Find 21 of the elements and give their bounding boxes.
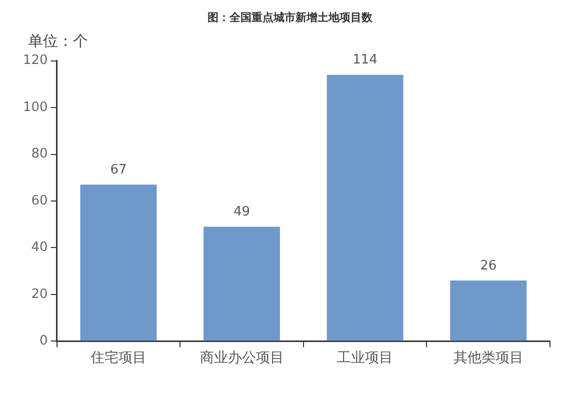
x-tick-label: 商业办公项目 — [200, 350, 284, 366]
y-tick-label: 40 — [31, 240, 48, 256]
bar — [450, 280, 527, 341]
y-axis-title: 单位：个 — [28, 32, 88, 51]
y-tick-label: 60 — [31, 193, 48, 208]
x-tick-label: 其他类项目 — [453, 350, 524, 366]
y-tick-label: 0 — [40, 334, 48, 349]
data-label: 49 — [233, 204, 250, 220]
y-tick-label: 120 — [22, 53, 48, 68]
y-tick-label: 100 — [22, 100, 48, 115]
y-tick-label: 20 — [31, 286, 48, 302]
bar — [326, 74, 404, 341]
x-tick-label: 住宅项目 — [89, 350, 146, 366]
bar — [80, 184, 157, 341]
y-tick-label: 80 — [31, 146, 48, 162]
x-tick-label: 工业项目 — [337, 350, 394, 366]
data-label: 67 — [110, 162, 127, 178]
data-label: 26 — [480, 258, 497, 274]
bar — [204, 226, 280, 341]
data-label: 114 — [352, 52, 378, 68]
chart-title: 图：全国重点城市新增土地项目数 — [206, 10, 374, 25]
